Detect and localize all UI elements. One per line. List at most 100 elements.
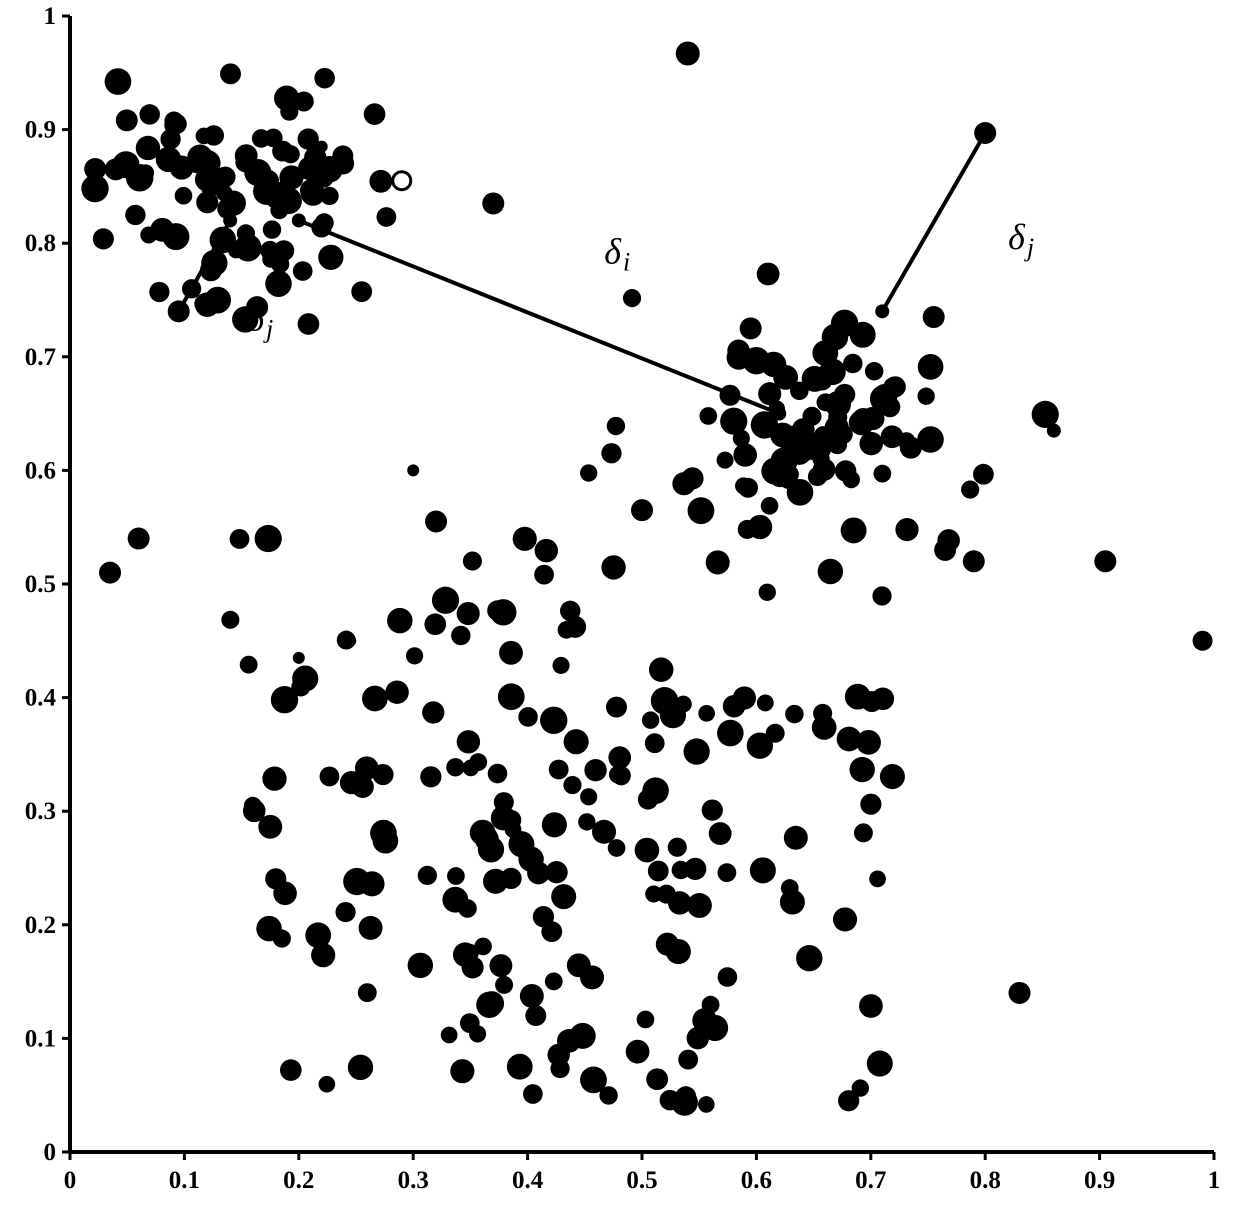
data-point [432, 587, 459, 614]
data-point [580, 1066, 607, 1093]
y-tick-label: 1 [44, 3, 57, 30]
data-point [592, 820, 616, 844]
data-point [498, 683, 525, 710]
data-point [871, 687, 894, 710]
line-endpoint [772, 407, 786, 421]
data-point [747, 732, 773, 758]
data-point [311, 943, 335, 967]
data-point [973, 464, 994, 485]
data-point [720, 408, 747, 435]
y-tick-label: 0.2 [25, 912, 56, 939]
data-point [761, 352, 786, 377]
data-point [265, 270, 292, 297]
data-point [408, 953, 433, 978]
data-point [578, 813, 595, 830]
data-point [718, 967, 738, 987]
data-point [563, 776, 581, 794]
data-point [785, 705, 804, 724]
data-point [235, 152, 255, 172]
data-point [757, 695, 774, 712]
data-point [934, 539, 956, 561]
data-point [738, 520, 757, 539]
data-point [507, 1054, 533, 1080]
data-point [692, 1008, 717, 1033]
open-marker [393, 172, 411, 190]
data-point [698, 1096, 715, 1113]
data-point [759, 584, 776, 601]
data-point [377, 207, 397, 227]
data-point [702, 800, 723, 821]
data-point [525, 1005, 546, 1026]
data-point [635, 838, 660, 863]
data-point [140, 226, 157, 243]
x-tick-label: 0.6 [741, 1167, 772, 1194]
data-point [508, 831, 534, 857]
data-point [348, 1055, 373, 1080]
data-point [422, 701, 444, 723]
data-point [373, 828, 399, 854]
data-point [280, 1059, 302, 1081]
data-point [335, 902, 355, 922]
data-point [541, 921, 562, 942]
data-point [359, 871, 384, 896]
data-point [626, 1040, 650, 1064]
data-point [549, 760, 569, 780]
data-point [418, 866, 437, 885]
data-point [527, 862, 550, 885]
data-point [149, 282, 169, 302]
data-point [126, 164, 153, 191]
data-point [553, 657, 570, 674]
data-point [681, 467, 703, 489]
data-point [540, 707, 567, 734]
data-point [757, 263, 780, 286]
data-point [607, 417, 625, 435]
data-point [534, 565, 554, 585]
data-point [761, 458, 788, 485]
data-point [495, 976, 513, 994]
x-tick-label: 0.1 [169, 1167, 200, 1194]
data-point [668, 838, 687, 857]
data-point [631, 499, 653, 521]
data-point [551, 884, 576, 909]
data-point [420, 766, 441, 787]
data-point [271, 686, 298, 713]
data-point [298, 313, 320, 335]
data-point [837, 727, 862, 752]
data-point [623, 289, 641, 307]
data-point [649, 657, 673, 681]
data-point [273, 881, 297, 905]
data-point [584, 759, 606, 781]
data-point [387, 608, 413, 634]
data-point [332, 152, 354, 174]
data-point [923, 306, 945, 328]
data-point [500, 868, 521, 889]
data-point [865, 362, 884, 381]
data-point [717, 452, 734, 469]
x-tick-label: 0.8 [970, 1167, 1001, 1194]
data-point [698, 705, 715, 722]
data-point [580, 464, 597, 481]
data-point [255, 175, 279, 199]
data-point [490, 599, 516, 625]
data-point [300, 179, 322, 201]
data-point [125, 205, 145, 225]
data-point [220, 63, 241, 84]
data-point [523, 1084, 543, 1104]
data-point [542, 812, 567, 837]
y-tick-label: 0.4 [25, 685, 57, 712]
line-endpoint [223, 213, 237, 227]
data-point [717, 720, 744, 747]
x-tick-label: 0.3 [398, 1167, 429, 1194]
data-point [175, 187, 193, 205]
data-point [818, 559, 843, 584]
data-point [770, 423, 795, 448]
data-point [441, 1027, 458, 1044]
data-point [822, 324, 849, 351]
data-point [678, 1050, 698, 1070]
data-point [961, 480, 979, 498]
data-point [917, 388, 934, 405]
x-tick-label: 1 [1208, 1167, 1221, 1194]
data-point [272, 141, 293, 162]
y-tick-label: 0.3 [25, 798, 56, 825]
data-point [320, 187, 338, 205]
